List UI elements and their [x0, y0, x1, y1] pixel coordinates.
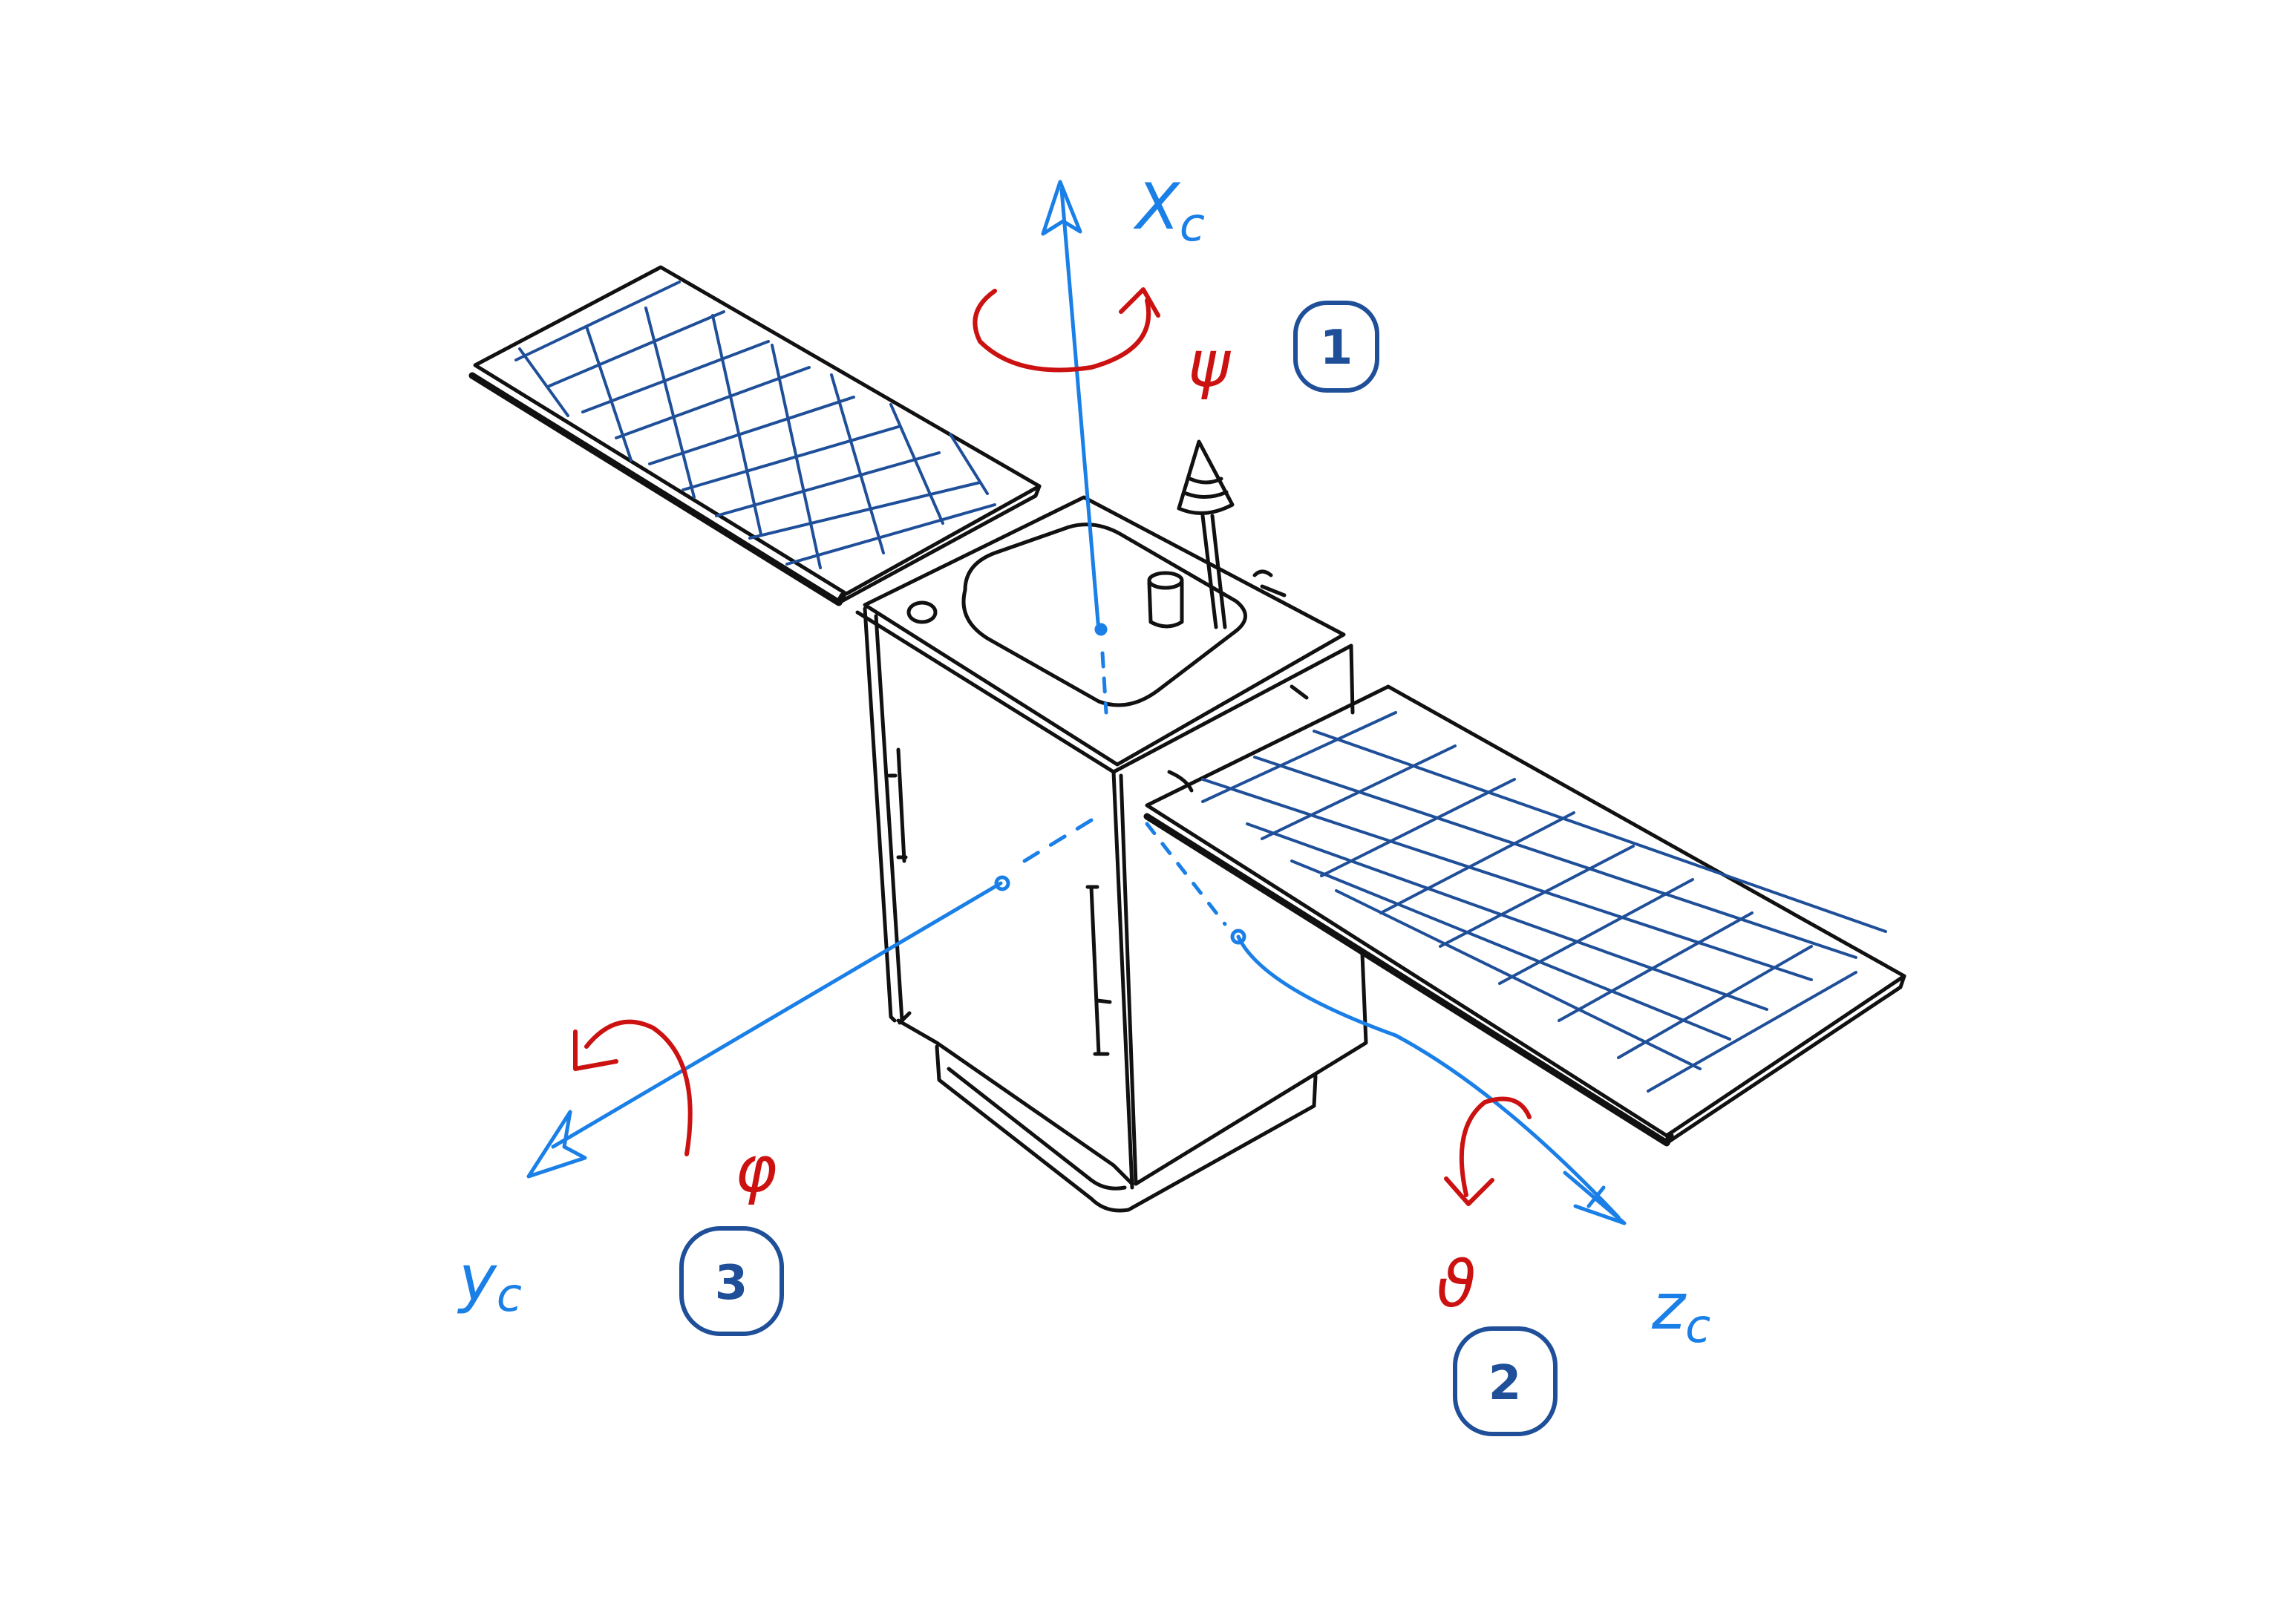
step-badge-2-number: 2 — [1488, 1356, 1522, 1411]
svg-text:zc: zc — [1651, 1270, 1710, 1353]
y-axis-label-main: y — [457, 1242, 497, 1316]
left-solar-panel — [468, 265, 1042, 606]
step-badge-1: 1 — [1293, 301, 1379, 393]
step-badge-3: 3 — [679, 1226, 784, 1336]
svg-text:Xc: Xc — [1133, 170, 1205, 252]
step-badge-1-number: 1 — [1320, 321, 1353, 376]
theta-symbol: ϑ — [1437, 1248, 1476, 1322]
y-axis-label-sub: c — [497, 1268, 522, 1322]
phi-symbol: φ — [735, 1133, 777, 1207]
z-axis — [1145, 822, 1627, 1225]
theta-rotation-arrow — [1444, 1096, 1532, 1206]
x-axis-label-sub: c — [1180, 197, 1205, 252]
x-axis-label: Xc — [1133, 170, 1205, 252]
step-badge-2: 2 — [1453, 1326, 1558, 1436]
y-axis — [526, 818, 1094, 1179]
step-badge-3-number: 3 — [715, 1256, 748, 1311]
phi-rotation-arrow — [573, 1019, 693, 1156]
right-solar-panel — [1143, 684, 1906, 1147]
z-axis-label-sub: c — [1685, 1299, 1710, 1353]
z-axis-label: zc — [1651, 1270, 1710, 1353]
z-axis-label-main: z — [1651, 1270, 1687, 1344]
y-axis-label: yc — [457, 1242, 522, 1322]
left-panel-grid — [514, 281, 996, 569]
psi-symbol: ψ — [1188, 327, 1232, 402]
x-axis — [1041, 180, 1108, 715]
satellite-body — [855, 495, 1368, 1213]
antenna — [1147, 439, 1287, 629]
right-panel-grid — [1201, 711, 1887, 1093]
x-axis-label-main: X — [1133, 170, 1181, 244]
psi-rotation-arrow — [973, 287, 1160, 373]
svg-text:yc: yc — [457, 1242, 522, 1322]
